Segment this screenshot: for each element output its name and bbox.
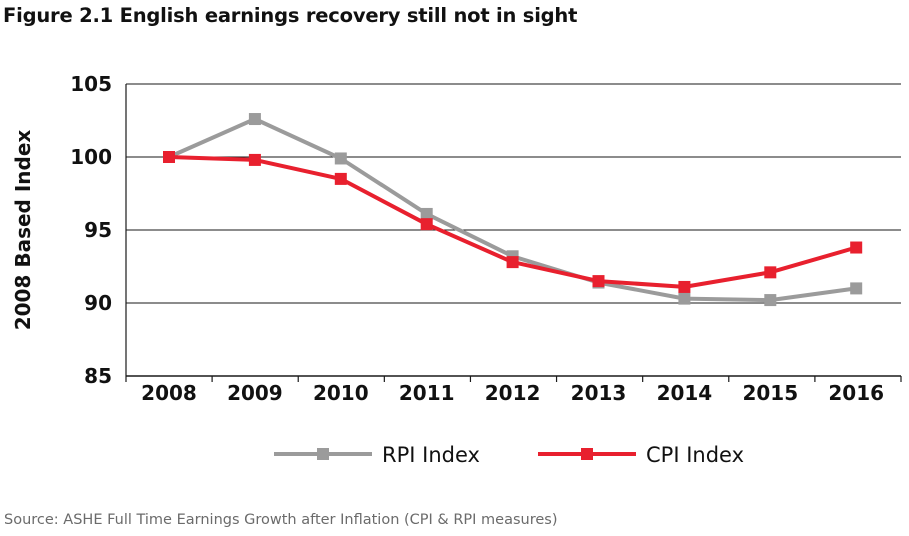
series-rpi <box>163 113 863 307</box>
data-series <box>163 113 863 307</box>
axes <box>125 84 902 382</box>
chart-title: Figure 2.1 English earnings recovery sti… <box>3 4 578 27</box>
y-tick-label: 85 <box>84 364 112 388</box>
x-tick-label: 2012 <box>485 381 541 405</box>
x-tick-label: 2008 <box>141 381 197 405</box>
x-tick-label: 2015 <box>742 381 798 405</box>
legend-label: RPI Index <box>382 443 480 467</box>
data-point <box>420 207 433 220</box>
y-tick-label: 105 <box>70 72 112 96</box>
x-tick-label: 2016 <box>828 381 884 405</box>
data-point <box>420 218 433 231</box>
data-point <box>334 172 347 185</box>
x-tick-label: 2014 <box>657 381 713 405</box>
y-tick-label: 90 <box>84 291 112 315</box>
y-tick-label: 100 <box>70 145 112 169</box>
x-axis-ticks: 2008 2009 2010 2011 2012 2013 2014 2015 2016 <box>141 381 884 405</box>
legend-item-cpi: CPI Index <box>538 443 744 467</box>
source-note: Source: ASHE Full Time Earnings Growth a… <box>4 512 558 528</box>
x-tick-label: 2009 <box>227 381 283 405</box>
data-point <box>678 292 691 305</box>
legend: RPI Index CPI Index <box>274 443 744 467</box>
data-point <box>334 152 347 165</box>
data-point <box>163 151 175 163</box>
data-point <box>248 153 261 166</box>
legend-label: CPI Index <box>646 443 744 467</box>
legend-item-rpi: RPI Index <box>274 443 480 467</box>
data-point <box>592 275 605 288</box>
data-point <box>506 256 519 269</box>
y-axis-label: 2008 Based Index <box>11 130 35 331</box>
x-tick-label: 2010 <box>313 381 369 405</box>
x-tick-label: 2011 <box>399 381 455 405</box>
data-point <box>850 241 863 254</box>
series-cpi <box>163 151 863 293</box>
data-point <box>764 294 777 307</box>
data-point <box>764 266 777 279</box>
series-line <box>167 117 859 303</box>
data-point <box>248 113 261 126</box>
legend-marker <box>317 448 329 460</box>
legend-marker <box>581 448 593 460</box>
y-tick-label: 95 <box>84 218 112 242</box>
data-point <box>678 280 691 293</box>
x-tick-label: 2013 <box>571 381 627 405</box>
data-point <box>850 282 863 295</box>
y-axis-ticks: 85 90 95 100 105 <box>70 72 112 388</box>
